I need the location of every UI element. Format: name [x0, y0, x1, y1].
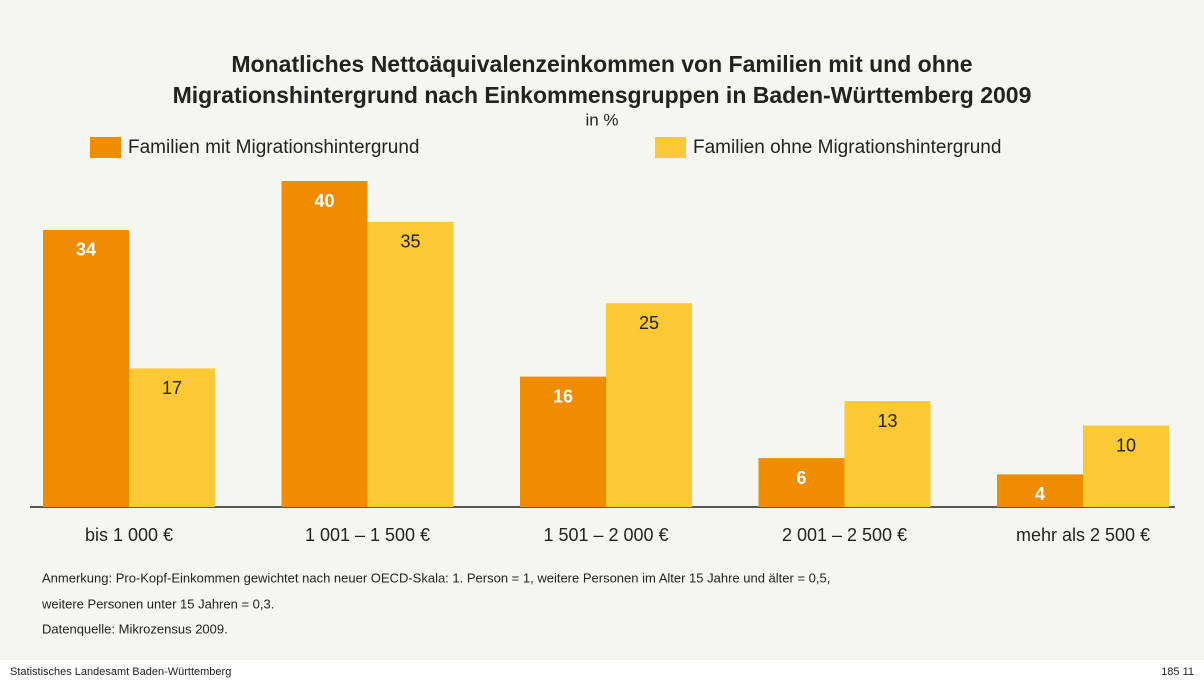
bar — [520, 376, 606, 507]
note: Datenquelle: Mikrozensus 2009. — [42, 621, 228, 636]
source: Statistisches Landesamt Baden-Württember… — [10, 666, 231, 678]
bar — [1083, 425, 1169, 507]
x-tick-label: mehr als 2 500 € — [1016, 525, 1150, 545]
bar — [43, 229, 129, 507]
legend-swatch — [655, 137, 686, 158]
bar — [844, 401, 931, 507]
legend-label: Familien mit Migrationshintergrund — [128, 137, 419, 158]
x-tick-label: 1 001 – 1 500 € — [305, 525, 430, 545]
legend-label: Familien ohne Migrationshintergrund — [693, 137, 1001, 158]
legend-swatch — [90, 137, 121, 158]
chart-title: Monatliches Nettoäquivalenzeinkommen von… — [231, 51, 972, 77]
bar — [129, 368, 215, 507]
bar — [997, 474, 1083, 507]
bar — [758, 458, 845, 507]
bar — [606, 303, 692, 507]
code: 185 11 — [1161, 666, 1194, 678]
note: weitere Personen unter 15 Jahren = 0,3. — [41, 596, 274, 611]
x-tick-label: bis 1 000 € — [85, 525, 173, 545]
chart-subtitle: in % — [585, 110, 618, 129]
bar — [367, 221, 454, 507]
value-label: 16 — [553, 386, 573, 406]
value-label: 4 — [1035, 484, 1045, 504]
x-tick-label: 1 501 – 2 000 € — [543, 525, 668, 545]
value-label: 6 — [796, 468, 806, 488]
value-label: 40 — [314, 191, 334, 211]
note: Anmerkung: Pro-Kopf-Einkommen gewichtet … — [42, 570, 830, 585]
value-label: 25 — [639, 313, 659, 333]
value-label: 10 — [1116, 435, 1136, 455]
value-label: 13 — [877, 411, 897, 431]
bar — [281, 181, 368, 507]
value-label: 35 — [400, 232, 420, 252]
value-label: 34 — [76, 240, 96, 260]
x-tick-label: 2 001 – 2 500 € — [782, 525, 907, 545]
chart-title: Migrationshintergrund nach Einkommensgru… — [173, 82, 1032, 108]
background — [0, 0, 1204, 660]
value-label: 17 — [162, 378, 182, 398]
